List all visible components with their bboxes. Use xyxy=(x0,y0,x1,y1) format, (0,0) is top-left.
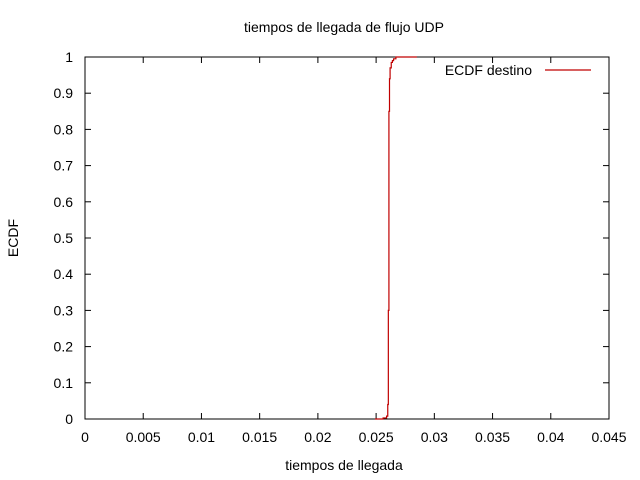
y-tick-label: 0.2 xyxy=(54,339,74,355)
plot-area xyxy=(84,56,610,420)
x-tick-label: 0 xyxy=(81,429,89,445)
x-axis-ticks: 0 0.005 0.01 0.015 0.02 0.025 0.03 0.035 0.04 0.0… xyxy=(81,57,627,445)
y-tick-label: 0.1 xyxy=(54,375,74,391)
y-tick-label: 0 xyxy=(65,411,73,427)
chart-title: tiempos de llegada de flujo UDP xyxy=(244,19,444,35)
y-tick-label: 0.3 xyxy=(54,302,74,318)
y-tick-label: 0.6 xyxy=(54,194,74,210)
y-tick-label: 0.7 xyxy=(54,158,74,174)
x-tick-label: 0.015 xyxy=(242,429,277,445)
y-tick-label: 0.5 xyxy=(54,230,74,246)
x-tick-label: 0.04 xyxy=(537,429,564,445)
x-tick-label: 0.045 xyxy=(591,429,626,445)
series-line xyxy=(374,56,417,420)
y-axis-ticks: 0 0.1 0.2 0.3 0.4 0.5 0.6 0.7 0.8 0.9 1 xyxy=(54,49,609,427)
y-tick-label: 0.9 xyxy=(54,85,74,101)
y-axis-label: ECDF xyxy=(5,219,21,257)
x-tick-label: 0.01 xyxy=(188,429,215,445)
x-tick-label: 0.025 xyxy=(359,429,394,445)
legend-label: ECDF destino xyxy=(445,62,532,78)
legend: ECDF destino xyxy=(445,62,591,78)
x-axis-label: tiempos de llegada xyxy=(285,457,403,473)
x-tick-label: 0.02 xyxy=(304,429,331,445)
x-tick-label: 0.005 xyxy=(126,429,161,445)
x-tick-label: 0.035 xyxy=(475,429,510,445)
y-tick-label: 0.8 xyxy=(54,121,74,137)
series-group xyxy=(374,56,417,420)
y-tick-label: 0.4 xyxy=(54,266,74,282)
y-tick-label: 1 xyxy=(65,49,73,65)
x-tick-label: 0.03 xyxy=(421,429,448,445)
